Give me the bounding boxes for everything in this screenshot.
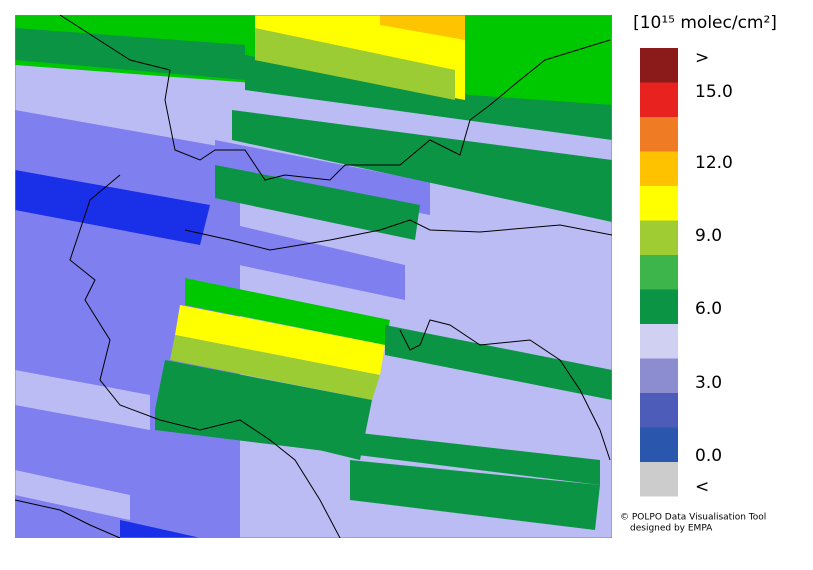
colorbar-swatch bbox=[640, 186, 678, 221]
colorbar-swatch bbox=[640, 117, 678, 152]
colorbar-swatch bbox=[640, 289, 678, 324]
colorbar-swatch bbox=[640, 358, 678, 393]
legend-title: [10¹⁵ molec/cm²] bbox=[633, 13, 777, 33]
colorbar-label: 6.0 bbox=[695, 299, 722, 319]
credit: designed by EMPA bbox=[630, 524, 713, 534]
colorbar-label: > bbox=[695, 48, 709, 68]
colorbar-label: 15.0 bbox=[695, 82, 733, 102]
credit: © POLPO Data Visualisation Tool bbox=[620, 513, 766, 523]
colorbar-label: 3.0 bbox=[695, 373, 722, 393]
colorbar-label: 9.0 bbox=[695, 226, 722, 246]
colorbar-label: 0.0 bbox=[695, 446, 722, 466]
colorbar-swatch bbox=[640, 427, 678, 462]
colorbar-swatch bbox=[640, 324, 678, 359]
colorbar-swatch bbox=[640, 462, 678, 497]
colorbar-label: 12.0 bbox=[695, 153, 733, 173]
map bbox=[15, 15, 612, 538]
colorbar-swatch bbox=[640, 220, 678, 255]
colorbar-swatch bbox=[640, 255, 678, 290]
colorbar-label: < bbox=[695, 477, 709, 497]
colorbar-swatch bbox=[640, 151, 678, 186]
colorbar-swatch bbox=[640, 48, 678, 83]
colorbar-swatch bbox=[640, 82, 678, 117]
colorbar-swatch bbox=[640, 393, 678, 428]
